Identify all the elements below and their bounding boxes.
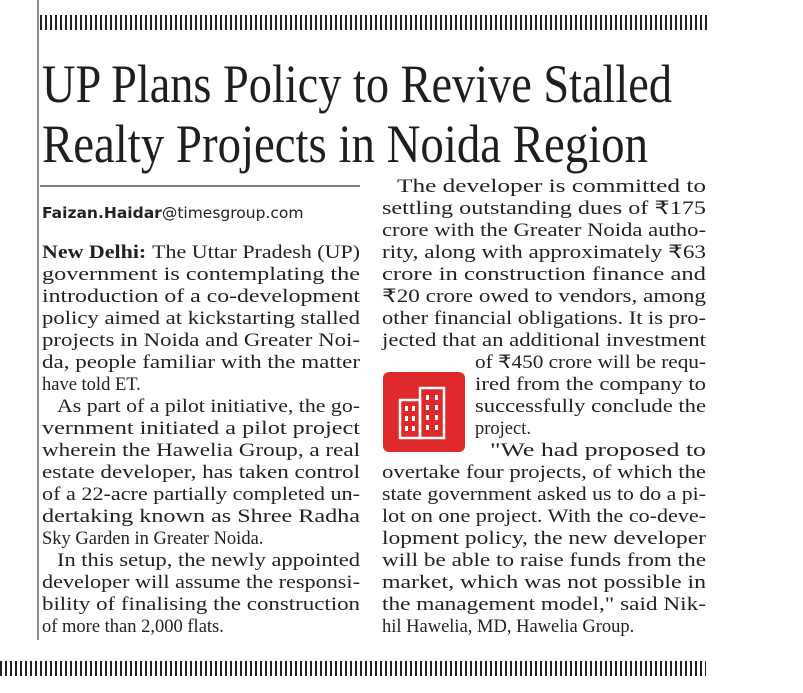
top-rule	[40, 15, 708, 30]
body-line: will be able to raise funds from the	[382, 551, 706, 571]
body-line: The developer is committed to	[397, 177, 706, 197]
body-line: of a 22-acre partially completed un-	[42, 485, 360, 505]
body-line: New Delhi: The Uttar Pradesh (UP)	[42, 243, 360, 263]
body-line: crore in construction finance and	[382, 265, 707, 285]
body-line: "We had proposed to	[490, 441, 706, 461]
body-line: crore with the Greater Noida autho-	[382, 221, 706, 241]
body-line: wherein the Hawelia Group, a real	[42, 441, 360, 461]
headline: Realty Projects in Noida Region	[42, 114, 648, 174]
body-line: of ₹450 crore will be requ-	[475, 353, 706, 373]
body-line: vernment initiated a pilot project	[42, 419, 361, 439]
body-line: other financial obligations. It is pro-	[382, 309, 706, 329]
byline-name: Faizan.Haidar	[42, 204, 162, 222]
body-line: dertaking known as Shree Radha	[42, 507, 360, 527]
body-line: have told ET.	[42, 375, 141, 395]
body-line: policy aimed at kickstarting stalled	[42, 309, 361, 329]
body-line: ₹20 crore owed to vendors, among	[382, 287, 706, 307]
body-line: rity, along with approximately ₹63	[382, 243, 706, 263]
body-line: hil Hawelia, MD, Hawelia Group.	[382, 617, 634, 637]
body-line: lot on one project. With the co-deve-	[382, 507, 706, 527]
bottom-rule	[0, 661, 706, 676]
body-line: settling outstanding dues of ₹175	[382, 199, 706, 219]
body-line: the management model," said Nik-	[382, 595, 706, 615]
body-line: developer will assume the responsi-	[42, 573, 360, 593]
body-line: ired from the company to	[475, 375, 706, 395]
body-line: market, which was not possible in	[382, 573, 706, 593]
body-line: state government asked us to do a pi-	[382, 485, 706, 505]
body-line: bility of finalising the construction	[42, 595, 360, 615]
body-text: The Uttar Pradesh (UP)	[152, 243, 360, 263]
body-line: jected that an additional investment	[381, 331, 707, 351]
body-line: of more than 2,000 flats.	[42, 617, 224, 637]
headline: UP Plans Policy to Revive Stalled	[42, 54, 672, 114]
icon	[383, 372, 465, 452]
body-line: successfully conclude the	[475, 397, 706, 417]
body-line: projects in Noida and Greater Noi-	[42, 331, 360, 351]
body-line: In this setup, the newly appointed	[57, 551, 361, 571]
body-line: estate developer, has taken control	[42, 463, 360, 483]
body-line: da, people familiar with the matter	[42, 353, 360, 373]
body-line: government is contemplating the	[42, 265, 360, 285]
dateline: New Delhi:	[42, 243, 146, 263]
body-line: Sky Garden in Greater Noida.	[42, 529, 263, 549]
body-line: lopment policy, the new developer	[382, 529, 706, 549]
body-line: introduction of a co-development	[42, 287, 361, 307]
byline-email: @timesgroup.com	[162, 204, 304, 222]
body-line: overtake four projects, of which the	[382, 463, 706, 483]
body-line: As part of a pilot initiative, the go-	[57, 397, 360, 417]
body-line: project.	[475, 419, 531, 439]
byline: Faizan.Haidar@timesgroup.com	[42, 204, 303, 222]
